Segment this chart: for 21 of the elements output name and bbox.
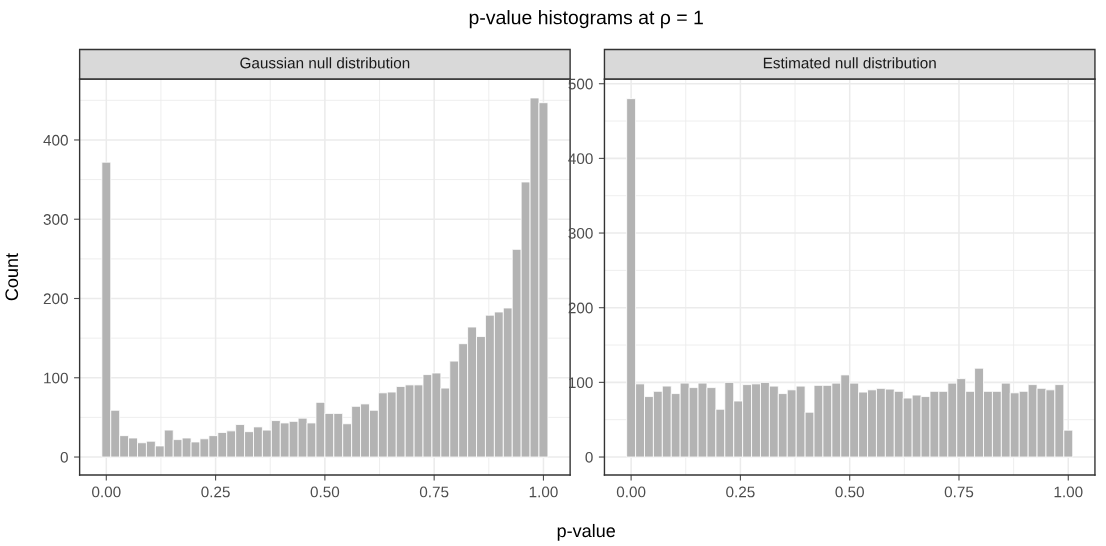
- x-tick-label: 0.75: [944, 486, 974, 498]
- x-tick-label: 0.25: [726, 486, 755, 498]
- x-tick-label: 0.25: [201, 486, 230, 498]
- y-tick-label: 400: [43, 134, 68, 146]
- x-tick-label: 0.75: [419, 486, 449, 498]
- y-axis-title: Count: [5, 253, 19, 301]
- x-tick-label: 1.00: [529, 486, 558, 498]
- chart-title: Estimated null distribution: [763, 57, 936, 69]
- x-tick-label: 0.00: [616, 486, 646, 498]
- y-tick-label: 100: [44, 372, 68, 384]
- y-tick-label: 0: [60, 451, 68, 463]
- chart-title: Gaussian null distribution: [240, 57, 410, 69]
- y-tick-label: 0: [585, 451, 593, 463]
- y-tick-label: 300: [43, 214, 68, 225]
- x-axis-title: p-value: [557, 523, 615, 541]
- text: p-value histograms at ρ = 1: [469, 10, 703, 29]
- x-tick-label: 0.50: [835, 486, 864, 498]
- x-tick-label: 1.00: [1054, 486, 1083, 498]
- y-tick-label: 200: [43, 293, 68, 305]
- x-tick-label: 0.50: [310, 486, 340, 498]
- x-tick-label: 0.00: [92, 486, 121, 498]
